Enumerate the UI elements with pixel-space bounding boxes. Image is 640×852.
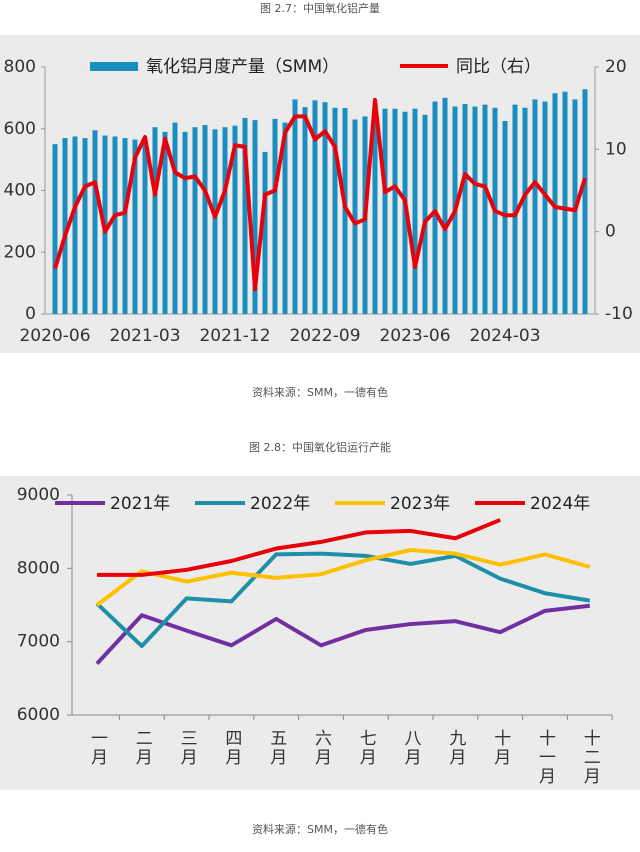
x-tick-label: 2022-09 [289,326,360,346]
x-tick-label: 2021-12 [199,326,270,346]
bar [122,138,128,314]
x-tick-label: 三月 [177,729,198,767]
y-tick-label: 6000 [17,705,60,725]
line [95,548,591,607]
x-tick-label: 2023-06 [379,326,450,346]
x-tick-label: 五月 [266,729,287,767]
y-tick-label: 600 [4,119,36,139]
bar [212,129,218,314]
bar [262,151,268,314]
bar [52,144,58,314]
x-tick-label: 六月 [311,729,332,767]
x-tick-label: 十二月 [580,729,601,786]
bar [222,127,228,314]
bar [382,108,388,315]
bar [372,117,378,314]
bar [432,101,438,314]
bar [342,108,348,314]
y-tick-label: 9000 [17,485,60,505]
bar [292,99,298,314]
line [95,603,591,666]
y-tick-label: 0 [25,304,36,324]
line [53,97,587,292]
source: 资料来源：SMM，一德有色 [252,385,388,399]
x-tick-label: 2020-06 [19,326,90,346]
line [95,551,591,649]
bar [112,136,118,314]
bar [392,108,398,315]
bar [422,114,428,314]
x-tick-label: 一月 [87,729,108,767]
bar [442,97,448,314]
bar [192,127,198,314]
bar [302,107,308,314]
x-tick-label: 四月 [221,729,242,767]
x-tick-label: 2021-03 [109,326,180,346]
source: 资料来源：SMM，一德有色 [252,822,388,836]
legend-swatch [90,62,138,71]
x-tick-label: 十月 [490,729,511,767]
legend-label: 氧化铝月度产量（SMM） [146,57,339,77]
chart-background [0,476,640,790]
legend-label: 2024年 [530,494,590,514]
bar [72,136,78,314]
legend-label: 2022年 [250,494,310,514]
x-tick-label: 七月 [356,729,377,767]
y2-tick-label: 20 [605,57,627,77]
bar [482,104,488,314]
bar [502,121,508,314]
bar [132,139,138,314]
y-tick-label: 800 [4,57,36,77]
legend-label: 2021年 [110,494,170,514]
x-tick-label: 九月 [445,729,466,767]
bar [542,101,548,314]
x-tick-label: 八月 [401,729,422,767]
bar [252,120,258,314]
bar [232,125,238,314]
bar [562,91,568,314]
bar [272,118,278,315]
y-tick-label: 200 [4,242,36,262]
bar [242,117,248,314]
bar [412,108,418,315]
bar [92,130,98,314]
bar [142,138,148,314]
x-tick-label: 二月 [132,729,153,767]
bar [552,93,558,315]
bar [282,122,288,314]
y2-tick-label: -10 [605,304,633,324]
bar [162,131,168,314]
bar [532,99,538,314]
x-tick-label: 2024-03 [469,326,540,346]
chart-title: 图 2.8：中国氧化铝运行产能 [249,440,391,454]
bar [62,138,68,314]
bar [332,107,338,314]
bar [512,104,518,314]
line [97,518,501,577]
bar [312,100,318,314]
x-tick-label: 十一月 [535,729,556,786]
y2-tick-label: 10 [605,139,627,159]
y2-tick-label: 0 [605,222,616,242]
bar [472,106,478,315]
bar [522,107,528,314]
y-tick-label: 7000 [17,632,60,652]
legend-label: 同比（右） [456,57,541,77]
y-tick-label: 400 [4,181,36,201]
bar [582,89,588,314]
bar [182,131,188,314]
bar [462,104,468,314]
bar [82,138,88,314]
bar [172,122,178,314]
chart-title: 图 2.7：中国氧化铝产量 [260,1,380,15]
bar [352,119,358,314]
bar [152,127,158,314]
y-tick-label: 8000 [17,558,60,578]
legend-label: 2023年 [390,494,450,514]
bar [322,102,328,314]
bar [202,125,208,314]
